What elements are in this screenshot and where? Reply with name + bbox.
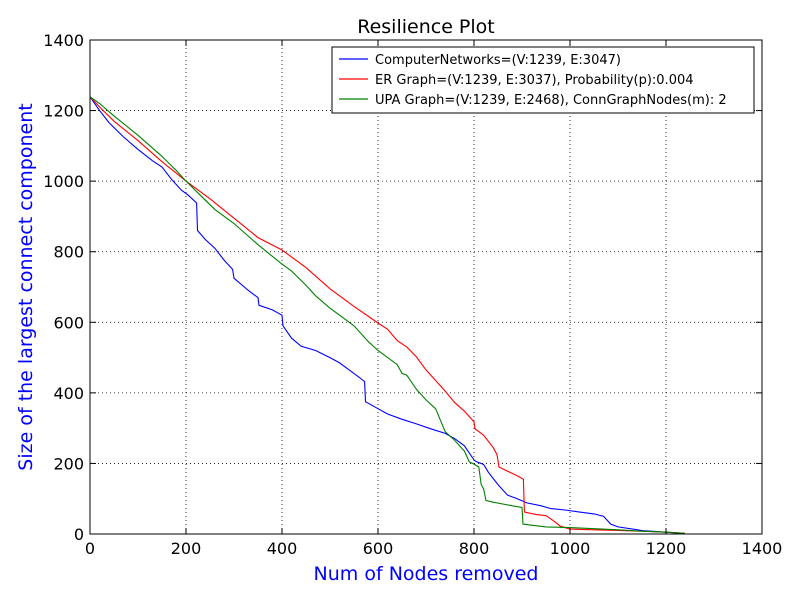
y-axis-label: Size of the largest connect component: [15, 103, 37, 470]
y-tick-label: 200: [53, 454, 84, 473]
y-tick-label: 1400: [43, 31, 84, 50]
legend-label: ComputerNetworks=(V:1239, E:3047): [375, 53, 621, 68]
series-lines: [89, 96, 685, 534]
x-axis-label: Num of Nodes removed: [314, 563, 539, 585]
legend-box: [331, 46, 755, 114]
grid: [90, 40, 762, 534]
legend-label: UPA Graph=(V:1239, E:2468), ConnGraphNod…: [375, 93, 727, 108]
chart-title: Resilience Plot: [357, 16, 495, 38]
series-line-computer-networks: [89, 96, 685, 534]
ticks: 0 200 400 600 800 1000 1200 1400 0 200 400 600 800 10…: [43, 31, 782, 558]
plot-frame: [89, 39, 763, 535]
y-tick-label: 1000: [43, 172, 84, 191]
y-tick-label: 800: [53, 243, 84, 262]
y-tick-label: 400: [53, 384, 84, 403]
series-line-er-graph: [89, 96, 685, 534]
x-tick-label: 600: [363, 539, 394, 558]
y-tick-label: 600: [53, 313, 84, 332]
legend: ComputerNetworks=(V:1239, E:3047) ER Grap…: [331, 46, 755, 114]
x-tick-label: 0: [85, 539, 95, 558]
x-tick-label: 400: [267, 539, 298, 558]
x-tick-label: 1200: [646, 539, 687, 558]
y-tick-label: 0: [74, 525, 84, 544]
y-tick-label: 1200: [43, 102, 84, 121]
legend-label: ER Graph=(V:1239, E:3037), Probability(p…: [375, 73, 694, 88]
x-tick-label: 1400: [742, 539, 783, 558]
x-tick-label: 200: [171, 539, 202, 558]
x-tick-label: 800: [459, 539, 490, 558]
x-tick-label: 1000: [550, 539, 591, 558]
series-line-upa-graph: [89, 96, 685, 534]
